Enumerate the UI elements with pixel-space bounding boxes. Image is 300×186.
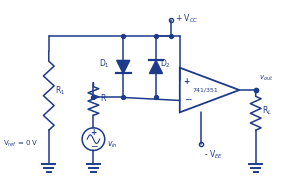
Text: $v_{out}$: $v_{out}$ (259, 73, 274, 83)
Text: R$_1$: R$_1$ (55, 84, 66, 97)
Text: D$_2$: D$_2$ (160, 57, 170, 70)
Text: D$_1$: D$_1$ (99, 57, 110, 70)
Text: +: + (184, 77, 190, 86)
Text: −: − (90, 142, 97, 151)
Text: $v_{in}$: $v_{in}$ (107, 139, 118, 150)
Text: V$_{ref}$ = 0 V: V$_{ref}$ = 0 V (3, 139, 38, 149)
Text: - V$_{EE}$: - V$_{EE}$ (204, 149, 224, 161)
Polygon shape (149, 60, 163, 73)
Text: R$_L$: R$_L$ (262, 105, 272, 117)
Polygon shape (117, 60, 130, 73)
Text: 741/351: 741/351 (192, 88, 218, 92)
Text: −: − (184, 94, 191, 103)
Text: + V$_{CC}$: + V$_{CC}$ (175, 12, 199, 25)
Text: R: R (100, 94, 105, 103)
Text: +: + (90, 128, 97, 137)
